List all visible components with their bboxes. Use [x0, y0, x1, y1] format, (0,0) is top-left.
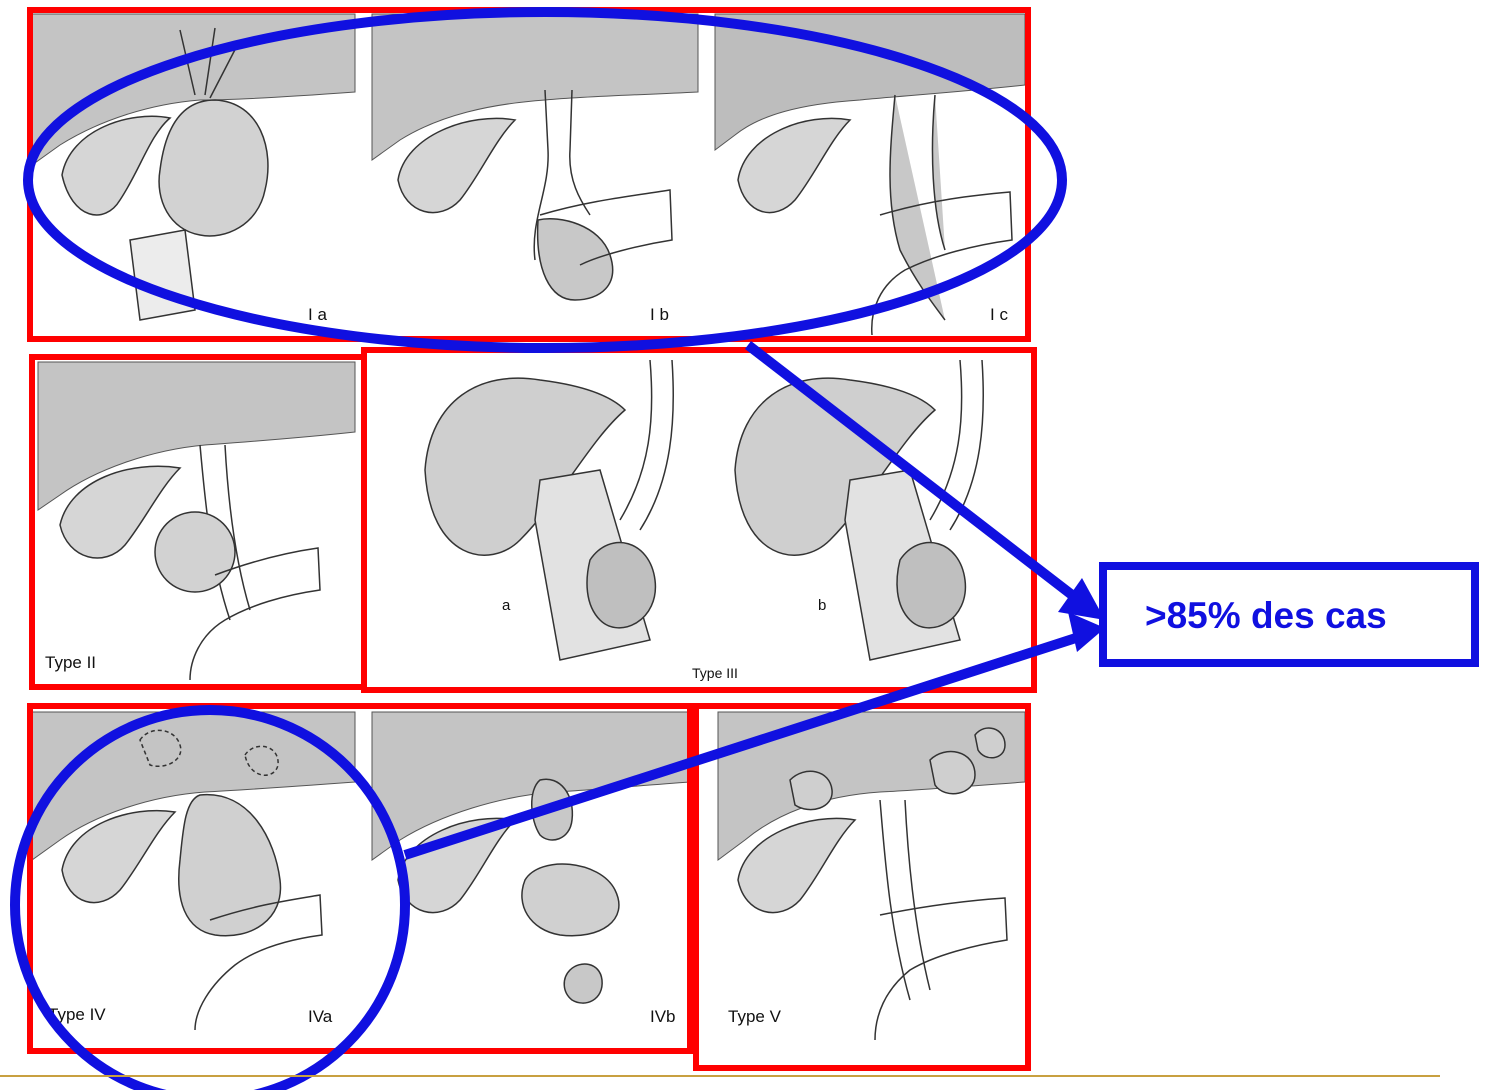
label-ivb: IVb	[650, 1007, 676, 1026]
gallbladder	[61, 809, 177, 904]
duodenum	[871, 191, 1013, 336]
gallbladder	[737, 117, 852, 214]
intrahepatic-cysts	[139, 729, 279, 776]
arrowhead-bottom	[1068, 612, 1105, 652]
blue-highlights	[10, 7, 1089, 1090]
cyst	[178, 794, 282, 937]
arrow-line-top	[744, 341, 1089, 609]
panel-type-iva: Type IV IVa	[31, 711, 356, 1031]
frame-type-iii	[361, 347, 1037, 693]
cyst	[536, 218, 614, 301]
cyst	[158, 99, 269, 237]
label-type-iv: Type IV	[48, 1005, 106, 1024]
label-iva: IVa	[308, 1007, 333, 1026]
bile-duct	[879, 799, 931, 1001]
gallbladder	[397, 117, 517, 214]
diverticulum-cyst	[154, 511, 236, 593]
arrow-line-bottom	[403, 631, 1084, 860]
liver-shape	[37, 361, 356, 511]
intrahepatic-cysts	[789, 727, 1006, 811]
label-type-iii-a: a	[502, 597, 511, 614]
liver-shape	[371, 13, 699, 161]
label-type-iii-b: b	[818, 597, 826, 614]
cyst	[521, 863, 620, 937]
choledochocele-b	[896, 541, 967, 629]
callout-frame	[1099, 562, 1479, 667]
gallbladder	[59, 465, 182, 559]
label-type-ii: Type II	[45, 653, 96, 672]
gallbladder-a	[424, 377, 627, 556]
liver-shape	[31, 711, 356, 861]
duodenum	[874, 897, 1008, 1041]
panel-type-ib: I b	[371, 13, 699, 324]
label-type-iii: Type III	[692, 665, 738, 681]
callout-box: >85% des cas	[1099, 562, 1479, 667]
label-ic: I c	[990, 305, 1008, 324]
liver-shape	[717, 711, 1026, 861]
liver-shape	[714, 13, 1026, 151]
highlight-circle-type-iva	[10, 705, 410, 1090]
callout-text: >85% des cas	[1145, 595, 1387, 636]
cyst	[563, 963, 603, 1004]
duodenum	[194, 894, 323, 1031]
label-ia: I a	[308, 305, 327, 324]
gallbladder	[397, 817, 517, 914]
panel-type-v: Type V	[717, 711, 1026, 1041]
frame-type-iv	[27, 703, 693, 1054]
duodenum	[539, 189, 673, 266]
duodenum	[129, 229, 196, 321]
bile-duct	[889, 94, 946, 321]
gallbladder	[737, 817, 857, 914]
duodenum	[189, 547, 321, 681]
panel-type-ii: Type II	[37, 361, 356, 681]
label-type-v: Type V	[728, 1007, 782, 1026]
choledochocele-a	[586, 541, 657, 629]
bile-duct	[533, 89, 591, 261]
panel-type-ivb: IVb	[371, 711, 691, 1026]
liver-shape	[371, 711, 691, 861]
panel-type-iii: a b Type III	[424, 359, 985, 681]
gallbladder	[61, 115, 172, 216]
highlight-ellipse-type-i	[23, 7, 1067, 353]
arrowhead-top	[1058, 578, 1105, 620]
label-ib: I b	[650, 305, 669, 324]
panel-type-ic: I c	[714, 13, 1026, 336]
bile-duct-a	[619, 359, 675, 531]
panel-type-ia: I a	[31, 13, 356, 324]
